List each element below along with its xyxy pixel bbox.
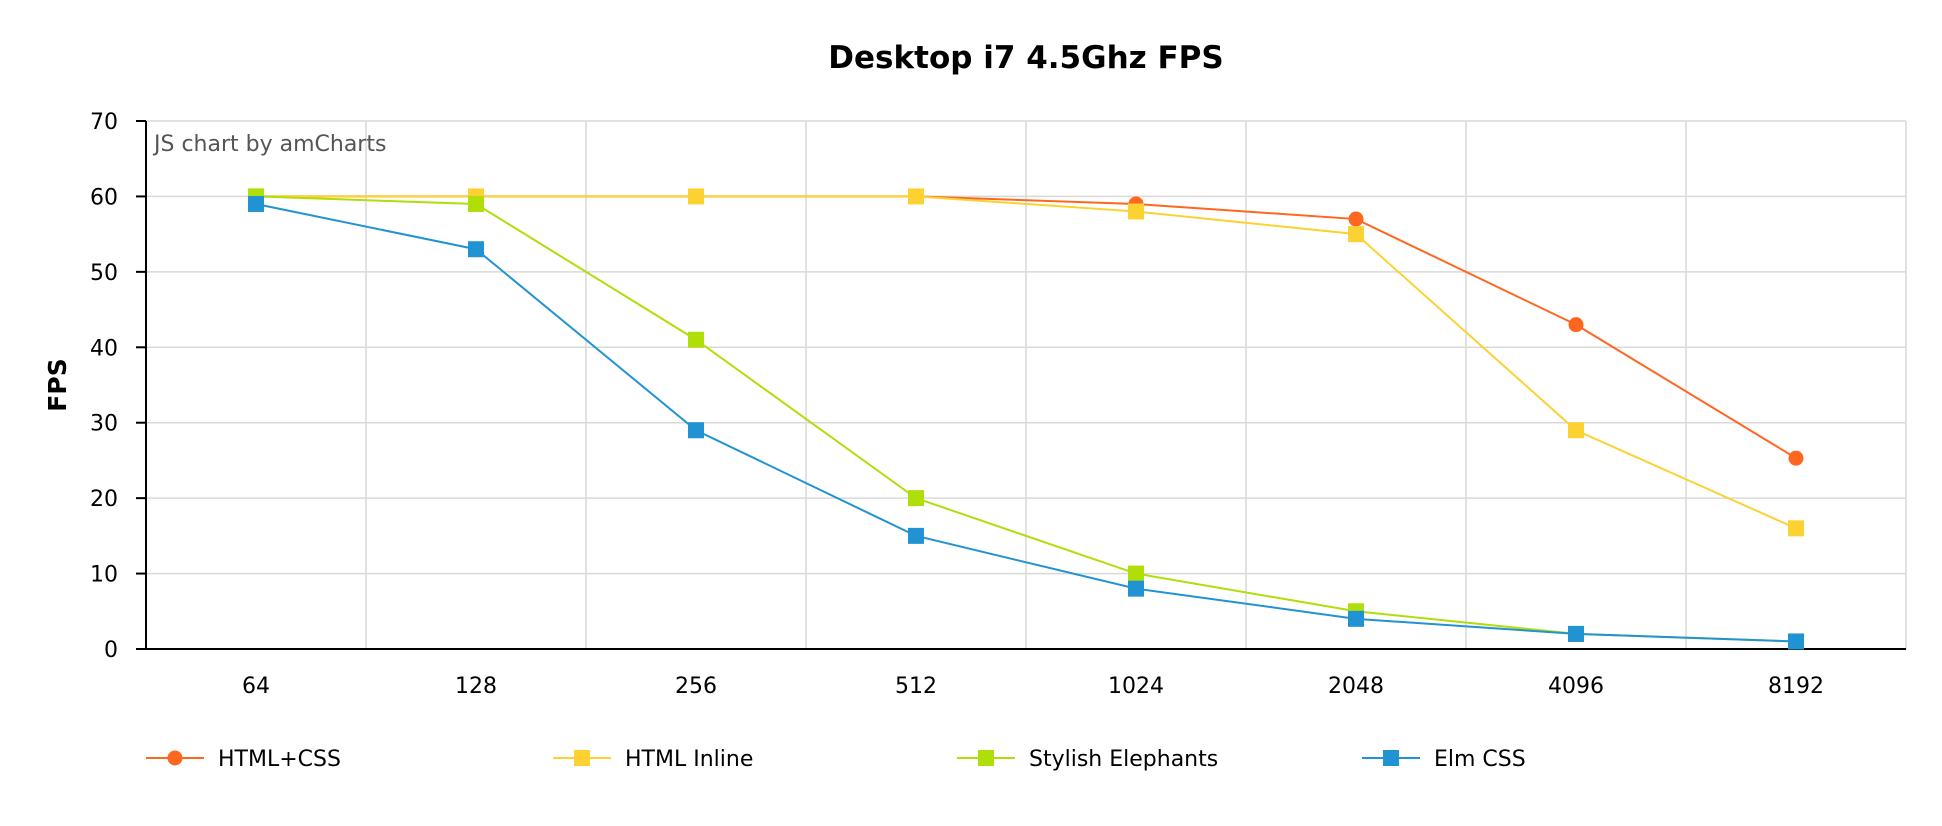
x-tick-label: 64 — [242, 674, 270, 699]
data-point — [1128, 580, 1144, 597]
data-point — [908, 188, 924, 205]
y-tick-label: 10 — [90, 563, 118, 588]
data-point — [688, 188, 704, 205]
data-point — [908, 490, 924, 507]
series-line — [256, 195, 1797, 530]
chart-title: Desktop i7 4.5Ghz FPS — [828, 40, 1223, 76]
series-line — [255, 202, 1797, 643]
data-point — [1128, 203, 1144, 220]
data-point — [1568, 422, 1584, 439]
legend-label: HTML Inline — [625, 747, 753, 772]
data-point — [1128, 565, 1144, 582]
series-elm-css — [248, 195, 1804, 650]
data-point — [1568, 317, 1584, 333]
data-point — [248, 195, 264, 212]
legend-item[interactable]: Elm CSS — [1362, 747, 1526, 772]
x-tick-label: 8192 — [1768, 674, 1824, 699]
x-tick-label: 1024 — [1108, 674, 1164, 699]
y-axis-label: FPS — [43, 358, 72, 411]
x-tick-label: 4096 — [1548, 674, 1604, 699]
legend-item[interactable]: Stylish Elephants — [957, 747, 1218, 772]
legend-label: Elm CSS — [1434, 747, 1526, 772]
y-tick-label: 20 — [90, 487, 118, 512]
legend-label: HTML+CSS — [218, 747, 341, 772]
data-point — [1788, 520, 1804, 537]
legend-label: Stylish Elephants — [1029, 747, 1218, 772]
y-tick-label: 70 — [90, 110, 118, 135]
y-tick-label: 60 — [90, 185, 118, 210]
legend-marker — [978, 750, 994, 766]
x-tick-label: 512 — [895, 674, 937, 699]
data-point — [688, 331, 704, 348]
data-point — [1348, 211, 1364, 227]
series — [248, 188, 1804, 650]
legend[interactable]: HTML+CSS HTML Inline Stylish Elephants Elm … — [146, 747, 1526, 772]
data-point — [688, 422, 704, 439]
y-tick-label: 0 — [104, 638, 118, 663]
legend-marker — [574, 750, 590, 766]
y-tick-label: 40 — [90, 336, 118, 361]
data-point — [1348, 610, 1364, 627]
series-line — [255, 195, 1797, 643]
y-tick-label: 50 — [90, 261, 118, 286]
x-tick-label: 2048 — [1328, 674, 1384, 699]
data-point — [1788, 633, 1804, 650]
data-point — [1788, 450, 1804, 466]
y-tick-label: 30 — [90, 412, 118, 437]
x-tick-label: 256 — [675, 674, 717, 699]
legend-item[interactable]: HTML Inline — [553, 747, 753, 772]
x-tick-label: 128 — [455, 674, 497, 699]
data-point — [468, 241, 484, 258]
legend-item[interactable]: HTML+CSS — [146, 747, 341, 772]
amcharts-credit[interactable]: JS chart by amCharts — [152, 132, 386, 157]
data-point — [1568, 625, 1584, 642]
data-point — [1348, 226, 1364, 243]
data-point — [468, 195, 484, 212]
legend-marker — [1383, 750, 1399, 766]
data-point — [908, 527, 924, 544]
axes: 0 10 20 30 40 50 60 70 64 128 256 512 1024 2048 4096 81… — [90, 110, 1906, 699]
legend-marker — [167, 750, 183, 766]
